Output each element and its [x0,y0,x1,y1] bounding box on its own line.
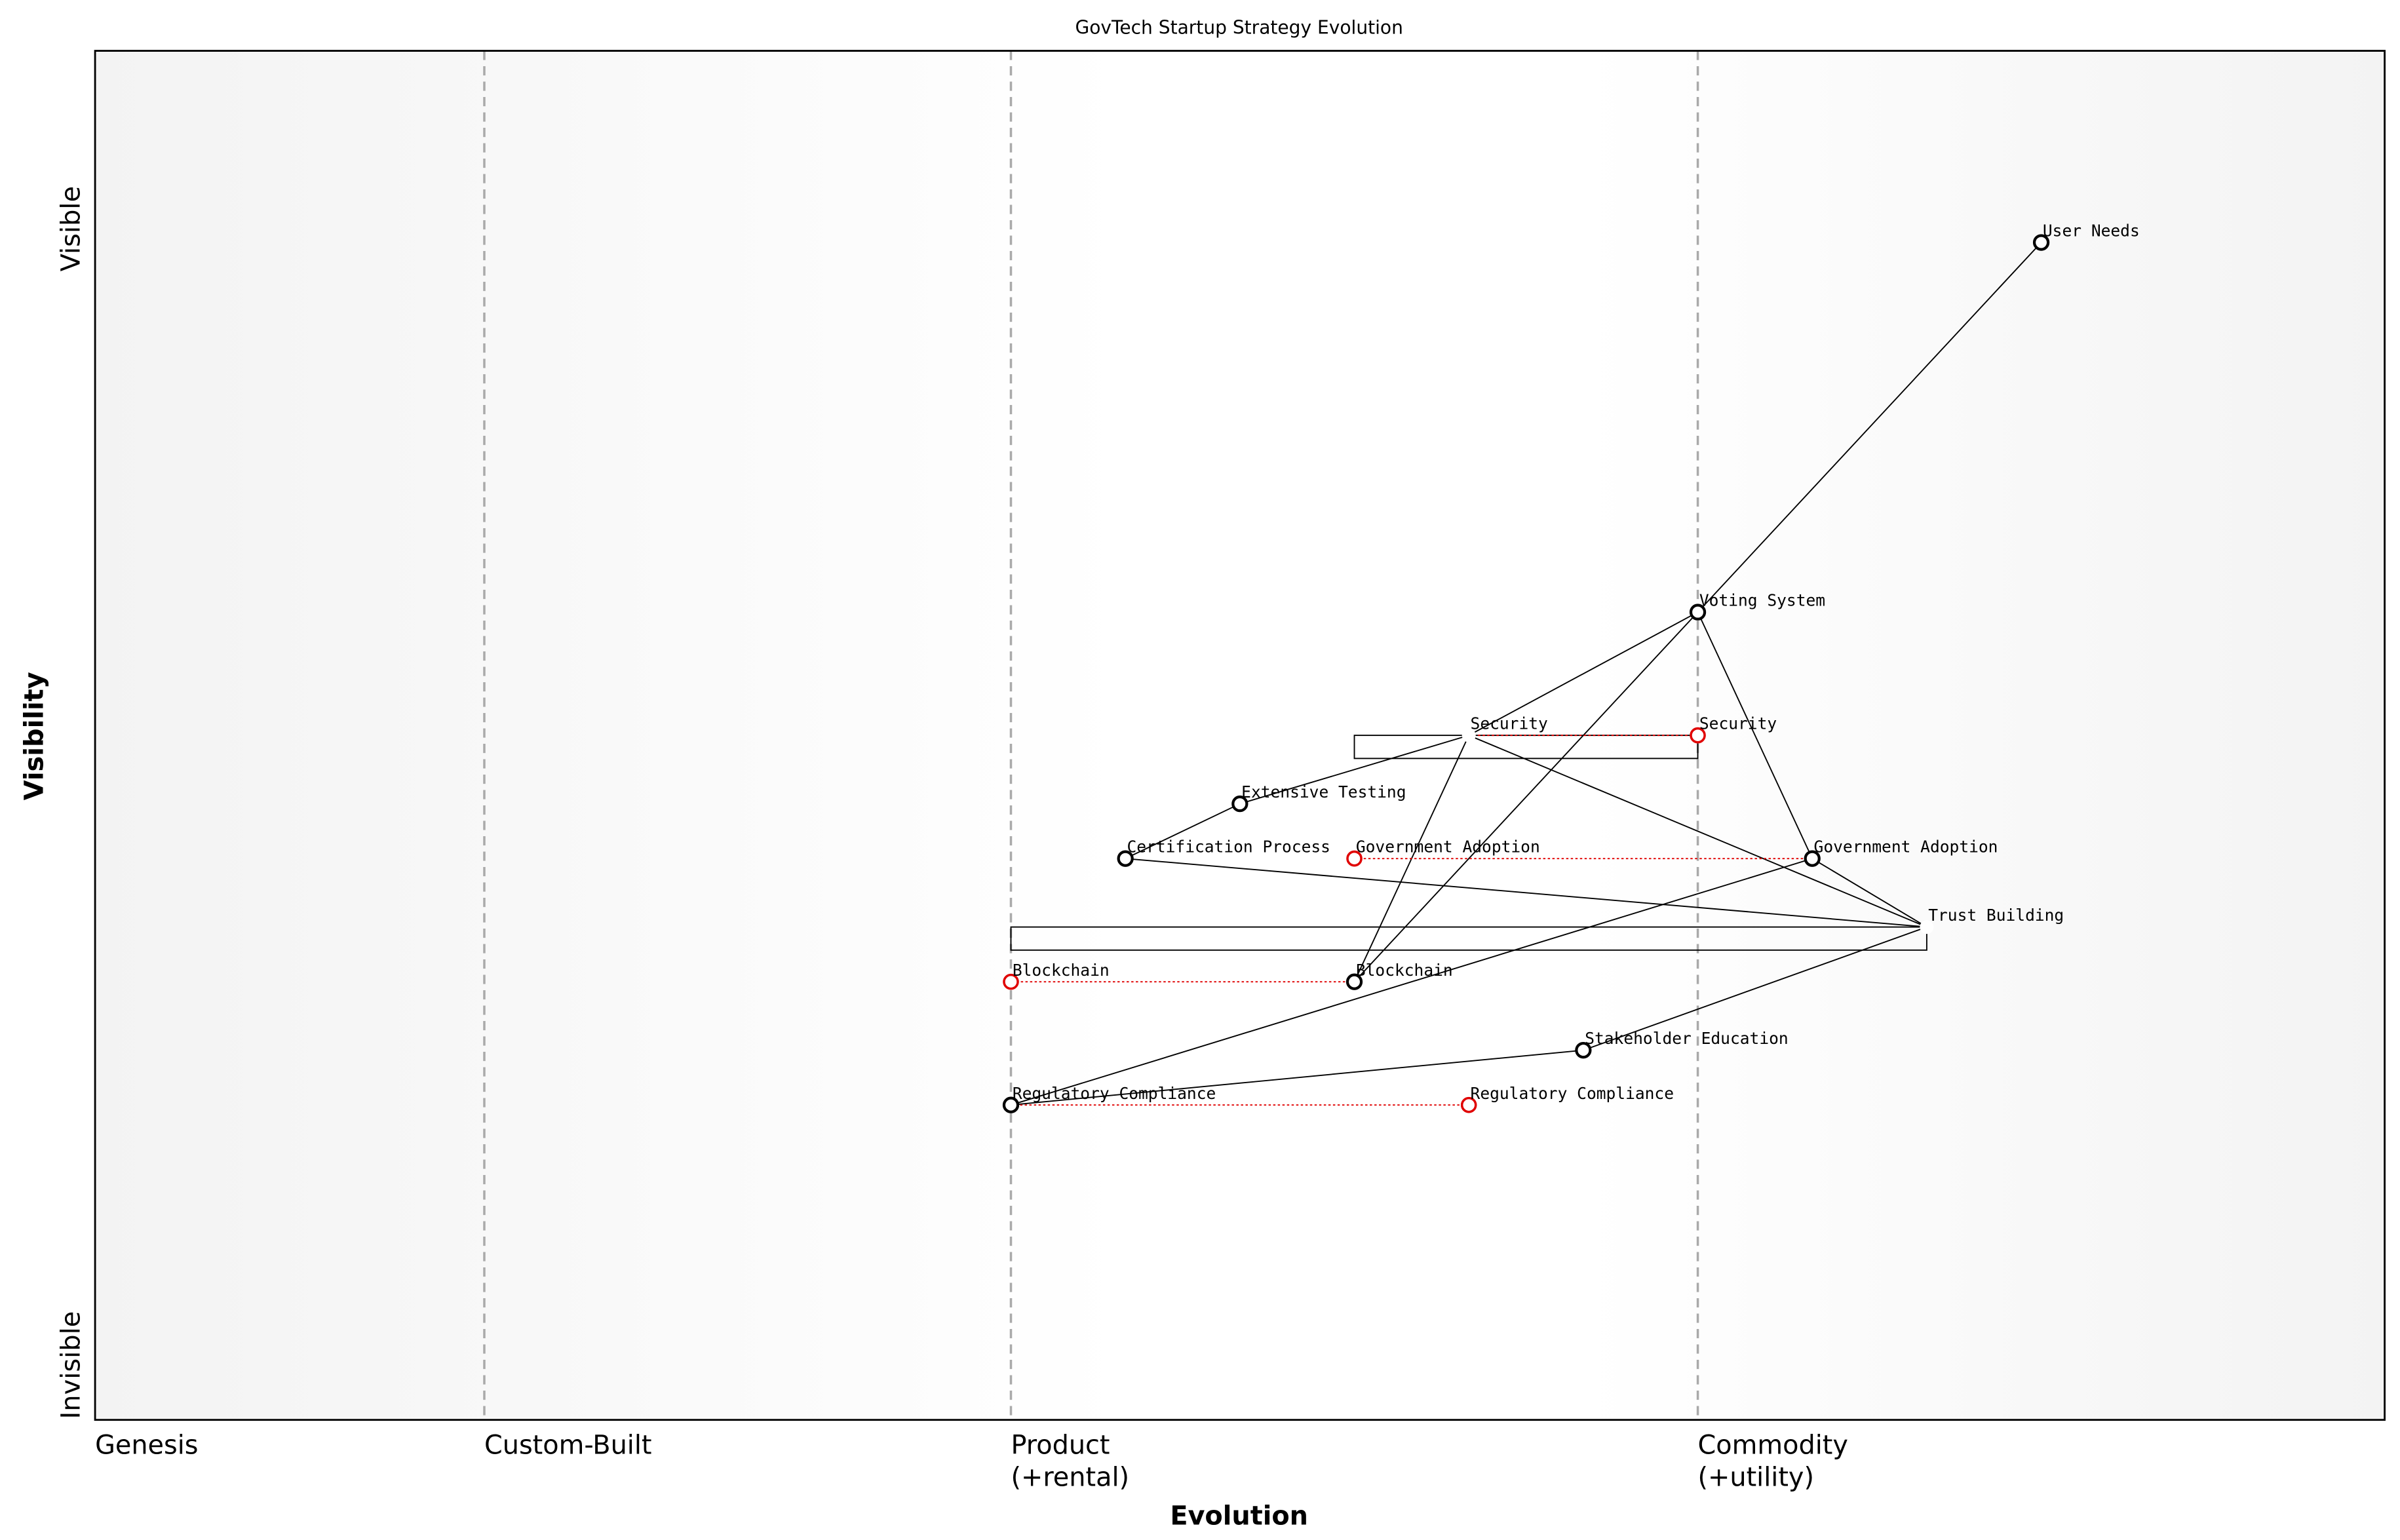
link [1353,611,1699,982]
component [1002,1096,1020,1113]
x-tick-label: (+utility) [1698,1463,1814,1493]
component-label: Security [1471,714,1548,733]
x-tick-label: Commodity [1698,1430,1848,1460]
x-tick-label: (+rental) [1011,1463,1129,1493]
component-label: Trust Building [1928,906,2064,925]
component-label: Government Adoption [1814,837,1998,857]
evolved-label: Government Adoption [1356,837,1540,857]
component [1231,795,1248,813]
link [1125,803,1241,859]
link [1468,735,1927,928]
component [1575,1041,1592,1059]
x-tick-label: Product [1011,1430,1110,1460]
component-label: User Needs [2043,221,2140,241]
component [1804,850,1821,867]
evolved-component [1460,1096,1477,1113]
link [1468,611,1698,736]
component-label: Extensive Testing [1241,782,1406,801]
evolved-label: Blockchain [1013,961,1110,980]
evolved-label: Security [1699,714,1777,733]
x-tick-label: Custom-Built [484,1430,652,1460]
y-tick-label: Invisible [56,1311,87,1419]
pipeline-component [1920,920,1934,934]
link [1239,735,1469,805]
component [1117,850,1134,867]
component-label: Blockchain [1356,961,1453,980]
link [1125,858,1927,928]
component-label: Certification Process [1127,837,1330,857]
y-tick-label: Visible [56,186,87,271]
pipeline-component [1461,728,1476,742]
component [2032,234,2050,251]
component [1345,973,1363,990]
link [1811,858,1927,928]
evolved-component [1690,727,1706,744]
x-axis-title: Evolution [1170,1501,1308,1531]
link [1697,242,2042,613]
x-tick-label: Genesis [95,1430,198,1460]
chart-title: GovTech Startup Strategy Evolution [1075,17,1403,39]
link [1583,926,1927,1051]
link [1011,1049,1583,1106]
component-label: Regulatory Compliance [1013,1084,1216,1103]
link [1697,611,1813,859]
component [1689,604,1707,621]
evolved-label: Regulatory Compliance [1471,1084,1674,1103]
evolved-component [1346,850,1363,867]
component-label: Voting System [1699,591,1825,610]
pipeline [1010,926,1927,951]
plot-background [95,50,2385,1420]
y-axis-title: Visibility [20,672,50,800]
plot-frame [94,50,2386,1421]
evolved-component [1003,973,1019,990]
component-label: Stakeholder Education [1585,1029,1788,1048]
link [1011,858,1813,1106]
